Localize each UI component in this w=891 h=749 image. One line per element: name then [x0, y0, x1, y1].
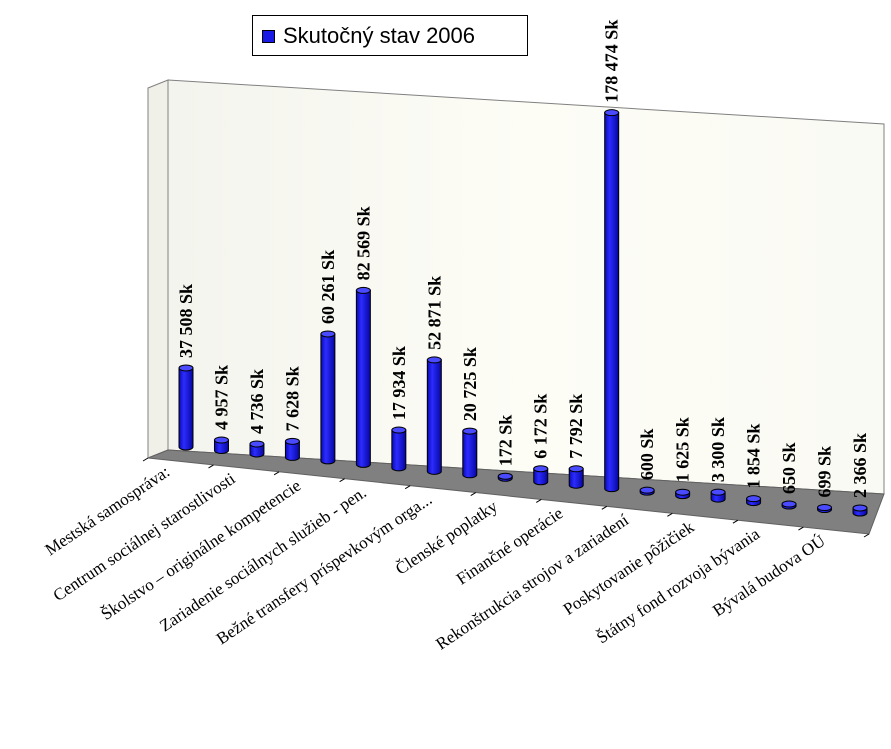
- axis-tick: [798, 526, 804, 531]
- value-label-9: 172 Sk: [495, 415, 515, 467]
- value-label-1: 4 957 Sk: [211, 365, 231, 430]
- legend-label: Skutočný stav 2006: [283, 23, 476, 48]
- bar-13: [639, 486, 655, 496]
- bar-14: [675, 488, 691, 500]
- value-label-12: 178 474 Sk: [602, 20, 622, 103]
- value-label-3: 7 628 Sk: [282, 366, 302, 431]
- bar-2: [249, 440, 265, 458]
- value-label-18: 699 Sk: [815, 446, 835, 498]
- value-label-16: 1 854 Sk: [744, 424, 764, 489]
- bar-9: [497, 472, 513, 482]
- axis-tick: [208, 464, 214, 469]
- bar-4: [320, 330, 336, 465]
- bar-15: [710, 488, 726, 503]
- value-label-15: 3 300 Sk: [708, 417, 728, 482]
- axis-tick: [404, 485, 411, 490]
- bar-18: [817, 504, 833, 514]
- side-wall: [147, 79, 169, 459]
- axis-tick: [601, 505, 608, 510]
- value-label-2: 4 736 Sk: [247, 369, 267, 434]
- bar-10: [533, 465, 549, 486]
- category-label: Mestská samospráva:: [42, 462, 174, 559]
- axis-tick: [863, 533, 870, 538]
- value-label-13: 600 Sk: [637, 429, 657, 481]
- legend: Skutočný stav 2006: [252, 15, 528, 56]
- axis-tick: [339, 478, 345, 483]
- value-label-5: 82 569 Sk: [353, 206, 373, 280]
- value-label-7: 52 871 Sk: [424, 276, 444, 350]
- bar-16: [746, 495, 762, 507]
- axis-tick: [273, 471, 280, 476]
- bar-19: [852, 504, 868, 517]
- bar-17: [781, 500, 797, 510]
- category-label: Poskytovanie pôžičiek: [560, 517, 698, 619]
- bar-3: [284, 437, 300, 461]
- axis-tick: [536, 499, 542, 503]
- bar-8: [462, 427, 478, 479]
- bar-1: [213, 436, 229, 454]
- value-label-19: 2 366 Sk: [850, 433, 870, 498]
- axis-tick: [667, 512, 673, 517]
- value-label-10: 6 172 Sk: [531, 394, 551, 459]
- value-label-4: 60 261 Sk: [318, 250, 338, 324]
- bar-7: [426, 356, 442, 475]
- value-label-14: 1 625 Sk: [673, 417, 693, 482]
- bar-11: [568, 465, 584, 489]
- bar-6: [391, 426, 407, 472]
- value-label-6: 17 934 Sk: [389, 346, 409, 420]
- bar-0: [178, 364, 194, 451]
- value-label-11: 7 792 Sk: [566, 394, 586, 459]
- value-label-17: 650 Sk: [779, 443, 799, 495]
- axis-tick: [732, 519, 739, 524]
- bar-5: [355, 286, 371, 468]
- value-label-0: 37 508 Sk: [176, 284, 196, 358]
- axis-tick: [142, 457, 149, 462]
- back-wall: [167, 79, 885, 495]
- legend-swatch: [262, 30, 275, 43]
- axis-tick: [470, 492, 476, 496]
- value-label-8: 20 725 Sk: [460, 347, 480, 421]
- bar-12: [604, 109, 620, 493]
